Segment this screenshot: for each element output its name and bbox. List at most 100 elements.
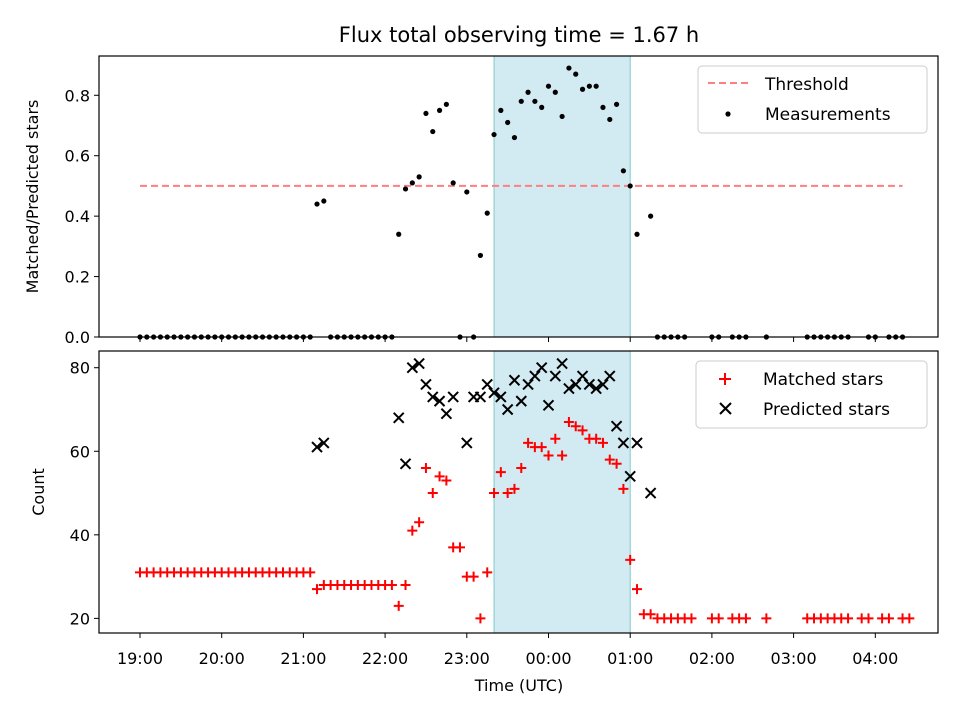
bottom-xtick-label: 20:00 <box>199 649 245 668</box>
matched-point <box>305 567 316 578</box>
bottom-y-axis-label: Count <box>29 468 48 516</box>
matched-point <box>543 450 554 461</box>
measurement-point <box>545 83 552 89</box>
predicted-point <box>318 437 330 449</box>
measurement-point <box>607 116 613 123</box>
top-y-axis-label: Matched/Predicted stars <box>23 100 42 294</box>
measurement-point <box>314 201 320 207</box>
matched-point <box>420 462 431 473</box>
measurement-point <box>423 110 429 117</box>
matched-point <box>482 567 493 578</box>
bottom-legend-box <box>695 360 928 429</box>
predicted-point <box>535 362 548 374</box>
predicted-point <box>440 407 453 420</box>
measurement-point <box>321 198 327 204</box>
threshold-legend-label: Threshold <box>764 75 849 95</box>
matched-point <box>495 467 506 478</box>
measurement-point <box>566 65 572 71</box>
matched-point <box>393 600 404 611</box>
measurement-point <box>518 98 524 104</box>
top-legend-box <box>697 65 928 134</box>
predicted-point <box>433 395 446 407</box>
matched-point <box>502 488 513 499</box>
measurement-point <box>511 134 518 141</box>
bottom-ytick-label: 60 <box>70 442 90 461</box>
matched-point <box>713 613 724 624</box>
matched-point <box>441 475 452 486</box>
bottom-xtick-label: 00:00 <box>525 649 571 668</box>
measurement-point <box>620 168 626 174</box>
bottom-legend: Matched stars Predicted stars <box>695 360 928 429</box>
measurement-point <box>505 119 511 126</box>
predicted-point <box>522 378 534 391</box>
predicted-point <box>399 458 412 470</box>
predicted-point <box>515 395 527 407</box>
predicted-point <box>427 391 439 403</box>
matched-point <box>625 554 636 565</box>
predicted-point <box>311 441 323 453</box>
measurements-legend-swatch <box>725 111 731 117</box>
predicted-point <box>406 362 419 374</box>
matched-point <box>611 458 622 469</box>
matched-point <box>618 483 629 494</box>
matched-point <box>557 450 568 461</box>
measurement-point <box>396 231 402 237</box>
matched-point <box>434 471 445 482</box>
matched-point <box>591 433 602 444</box>
predicted-point <box>604 370 616 382</box>
matched-point <box>563 417 574 428</box>
measurement-point <box>559 113 565 120</box>
measurement-point <box>579 86 586 92</box>
bottom-xtick-label: 22:00 <box>362 649 408 668</box>
predicted-point <box>644 487 657 499</box>
matched-point <box>883 613 894 624</box>
matched-point <box>523 437 534 448</box>
predicted-point <box>447 391 459 403</box>
bottom-ytick-label: 40 <box>70 526 90 545</box>
matched-point <box>468 571 479 582</box>
measurement-point <box>464 189 470 195</box>
bottom-xtick-label: 01:00 <box>607 649 653 668</box>
matched-point <box>632 584 643 595</box>
matched-legend-swatch <box>719 373 731 385</box>
matched-point <box>312 584 323 595</box>
matched-point <box>570 421 581 432</box>
predicted-point <box>563 382 575 395</box>
measurement-point <box>436 107 443 113</box>
measurement-point <box>586 83 592 89</box>
matched-point <box>489 488 500 499</box>
measurements-legend-label: Measurements <box>765 105 891 125</box>
predicted-point <box>529 370 541 382</box>
bottom-xtick-label: 03:00 <box>771 649 817 668</box>
bottom-ytick-label: 80 <box>70 359 90 378</box>
matched-point <box>597 437 608 448</box>
bottom-xtick-label: 21:00 <box>280 649 326 668</box>
matched-point <box>386 579 397 590</box>
matched-point <box>761 613 772 624</box>
predicted-point <box>393 412 405 424</box>
measurement-point <box>532 98 538 104</box>
bottom-xtick-label: 19:00 <box>117 649 163 668</box>
measurement-point <box>416 174 422 180</box>
predicted-point <box>570 378 582 391</box>
predicted-point <box>474 391 487 403</box>
bottom-xtick-label: 02:00 <box>689 649 735 668</box>
matched-point <box>686 613 697 624</box>
measurement-point <box>539 104 545 110</box>
measurement-point <box>443 101 449 107</box>
predicted-point <box>420 378 432 391</box>
matched-point <box>604 454 615 465</box>
matched-point <box>516 462 527 473</box>
predicted-point <box>556 357 568 370</box>
matched-point <box>843 613 854 624</box>
predicted-point <box>631 437 643 449</box>
predicted-legend-swatch <box>719 402 732 415</box>
measurement-point <box>573 71 579 77</box>
predicted-point <box>576 370 589 382</box>
bottom-xtick-label: 23:00 <box>444 649 490 668</box>
x-axis-label: Time (UTC) <box>474 676 563 695</box>
predicted-point <box>583 378 596 391</box>
predicted-point <box>610 420 623 432</box>
top-ytick-label: 0.0 <box>65 328 90 347</box>
matched-legend-label: Matched stars <box>763 370 883 390</box>
